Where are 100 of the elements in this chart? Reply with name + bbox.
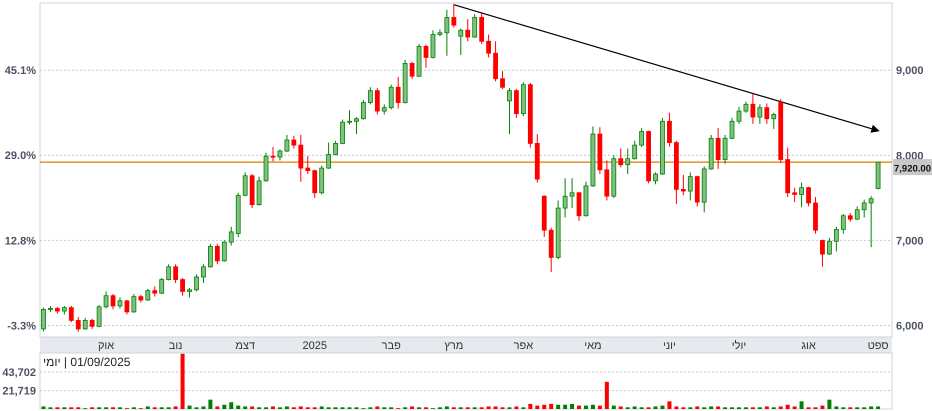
bar [320, 406, 324, 409]
bar [667, 401, 672, 409]
candlestick [451, 4, 456, 28]
candlestick [639, 128, 644, 148]
candlestick [166, 264, 172, 281]
y-tick-label: 21,719 [2, 386, 36, 398]
candlestick [570, 178, 574, 209]
x-tick-label: מאי [584, 340, 602, 352]
y2-tick-label: 29.0% [4, 150, 36, 162]
candlestick [430, 30, 436, 59]
candlestick [284, 134, 290, 152]
candlestick [180, 277, 185, 296]
y-tick-label: 9,000 [896, 65, 924, 78]
candlestick [201, 264, 206, 284]
candlestick [340, 119, 345, 145]
candlestick [388, 84, 394, 110]
candlestick [326, 142, 332, 170]
bar [542, 404, 546, 409]
bar [604, 382, 609, 409]
bar [827, 400, 832, 409]
candlestick [424, 44, 428, 68]
candlestick [110, 294, 116, 310]
candlestick [131, 294, 136, 314]
candlestick [291, 135, 296, 150]
candlestick [716, 128, 721, 170]
candlestick [688, 172, 693, 201]
ref-line-label: 7,920.00 [894, 164, 931, 175]
candlestick [827, 237, 832, 256]
x-tick-label: מרץ [444, 340, 464, 352]
candlestick [820, 239, 825, 268]
bar [764, 406, 769, 409]
candlestick [514, 88, 519, 118]
candlestick [368, 86, 373, 105]
candlestick [347, 110, 352, 126]
y-tick-label: 8,000 [896, 150, 924, 162]
bar [792, 406, 797, 409]
candlestick [222, 240, 227, 262]
y2-tick-label: 12.8% [4, 236, 36, 248]
candlestick [374, 88, 380, 115]
bar [486, 406, 491, 409]
candlestick [118, 296, 122, 309]
candlestick [722, 134, 728, 164]
bar [494, 406, 498, 409]
bar [598, 406, 602, 409]
candlestick [228, 226, 234, 246]
bar [556, 404, 560, 409]
bar [284, 406, 289, 409]
bar [709, 406, 714, 409]
candlestick [410, 61, 414, 80]
candlestick [298, 134, 304, 182]
bar [549, 404, 554, 409]
bar [869, 406, 874, 409]
candlestick [799, 182, 804, 208]
bar [786, 404, 790, 409]
candlestick [500, 70, 505, 90]
candlestick [576, 191, 582, 222]
x-tick-label: ספט [868, 340, 889, 352]
bar [298, 406, 303, 409]
candlestick [159, 277, 164, 295]
x-tick-label: נוב [168, 340, 182, 352]
candlestick [757, 104, 762, 124]
candlestick [41, 307, 46, 332]
candlestick [840, 214, 846, 234]
candlestick [256, 176, 262, 206]
candlestick [618, 148, 624, 168]
x-tick-label: 2025 [302, 340, 327, 352]
bar [834, 406, 838, 409]
y2-tick-label: 45.1% [4, 65, 36, 78]
x-tick-label: אוג [801, 340, 816, 352]
bar [820, 406, 824, 409]
candlestick [173, 264, 178, 284]
bar [243, 406, 248, 409]
candlestick [771, 112, 776, 130]
candlestick [82, 317, 88, 330]
bar [778, 406, 783, 409]
candlestick [361, 100, 366, 120]
bar [618, 406, 623, 409]
bar [250, 406, 254, 409]
bar [236, 406, 240, 409]
bar [674, 406, 678, 409]
bar [654, 406, 658, 409]
candlestick [458, 28, 464, 56]
x-tick-label: יולי [732, 340, 746, 352]
x-tick-label: אפר [514, 340, 534, 352]
candlestick [806, 186, 811, 207]
candlestick [208, 243, 213, 268]
candlestick [792, 187, 798, 203]
bar [584, 406, 588, 409]
x-tick-label: פבר [382, 340, 402, 352]
candlestick [354, 116, 359, 135]
candlestick [854, 206, 860, 220]
bar [208, 400, 212, 409]
chart-title: 01/09/2025 | יומי [43, 355, 131, 369]
candlestick [242, 172, 248, 197]
x-tick-label: אוק [98, 340, 114, 352]
bar [570, 404, 574, 409]
bar [222, 404, 226, 409]
candlestick [96, 304, 102, 328]
x-tick-label: יוני [663, 340, 676, 352]
bar [716, 406, 720, 409]
